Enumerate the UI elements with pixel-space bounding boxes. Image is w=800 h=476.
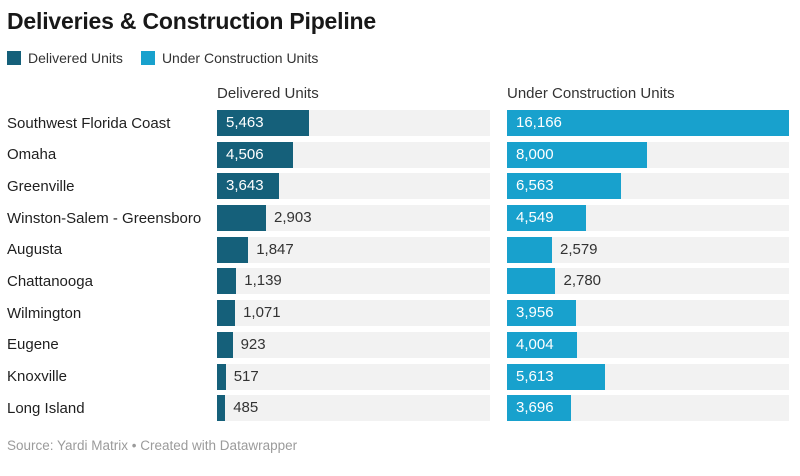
chart-row: Southwest Florida Coast 5,463 16,166 [7, 110, 789, 136]
delivered-bar [217, 268, 237, 295]
legend-swatch-delivered [7, 51, 21, 65]
delivered-bar-value-label: 3,643 [226, 177, 264, 195]
under-construction-bar-track: 2,579 [507, 236, 789, 263]
under-construction-bar [507, 205, 587, 232]
legend-item-delivered: Delivered Units [7, 50, 123, 66]
under-construction-bar-value-label: 3,696 [516, 399, 554, 417]
under-construction-bar-track: 5,613 [507, 363, 789, 390]
delivered-bar-value-label: 2,903 [274, 209, 312, 227]
chart-rows: Southwest Florida Coast 5,463 16,166 Omaha 4… [7, 110, 789, 422]
row-label: Omaha [7, 146, 57, 164]
delivered-bar [217, 300, 236, 327]
under-construction-bar-value-label: 4,004 [516, 335, 554, 353]
row-label: Long Island [7, 399, 85, 417]
under-construction-bar-value-label: 4,549 [516, 209, 554, 227]
under-construction-bar [507, 331, 577, 358]
legend-label-under-construction: Under Construction Units [161, 50, 319, 66]
chart-row: Winston-Salem - Greensboro 2,903 4,549 [7, 205, 789, 232]
under-construction-bar-value-label: 2,579 [559, 240, 598, 258]
delivered-bar [217, 141, 294, 168]
delivered-bar-value-label: 923 [240, 335, 266, 353]
chart-row: Wilmington 1,071 3,956 [7, 300, 789, 327]
chart-row: Eugene 923 4,004 [7, 331, 789, 358]
legend-swatch-under-construction [140, 51, 155, 65]
delivered-bar-track: 3,643 [217, 173, 490, 200]
chart-row: Omaha 4,506 8,000 [7, 141, 789, 168]
under-construction-bar-track: 6,563 [507, 173, 789, 200]
delivered-bar-track: 485 [217, 395, 490, 422]
delivered-bar-value-label: 1,847 [256, 240, 294, 258]
chart-row: Long Island 485 3,696 [7, 395, 789, 422]
delivered-bar [217, 331, 233, 358]
delivered-bar-value-label: 485 [233, 399, 259, 417]
under-construction-bar-value-label: 8,000 [516, 145, 554, 163]
under-construction-bar-value-label: 5,613 [516, 367, 554, 385]
column-headers: Delivered Units Under Construction Units [7, 84, 789, 103]
source-line: Source: Yardi Matrix • Created with Data… [7, 438, 298, 454]
delivered-bar-track: 4,506 [217, 141, 490, 168]
under-construction-bar [507, 110, 789, 136]
row-label: Winston-Salem - Greensboro [7, 209, 202, 227]
under-construction-bar-value-label: 3,956 [516, 304, 554, 322]
under-construction-bar-track: 16,166 [507, 110, 789, 136]
delivered-bar-value-label: 517 [233, 367, 259, 385]
under-construction-bar [507, 395, 572, 422]
delivered-bar [217, 236, 249, 263]
under-construction-bar [507, 173, 622, 200]
row-label: Wilmington [7, 304, 82, 322]
row-label: Knoxville [7, 368, 68, 385]
delivered-bar-value-label: 5,463 [226, 114, 264, 131]
under-construction-bar-track: 4,004 [507, 331, 789, 358]
column-header-delivered: Delivered Units [217, 85, 319, 102]
row-label: Eugene [7, 336, 59, 354]
chart-title: Deliveries & Construction Pipeline [7, 8, 376, 34]
under-construction-bar [507, 363, 605, 390]
row-label: Augusta [7, 241, 63, 259]
under-construction-bar-value-label: 16,166 [516, 114, 562, 131]
delivered-bar-track: 2,903 [217, 205, 490, 232]
under-construction-bar-track: 2,780 [507, 268, 789, 295]
under-construction-bar-track: 3,696 [507, 395, 789, 422]
delivered-bar [217, 110, 310, 136]
delivered-bar-track: 1,139 [217, 268, 490, 295]
delivered-bar-track: 923 [217, 331, 490, 358]
under-construction-bar-track: 4,549 [507, 205, 789, 232]
under-construction-bar-value-label: 6,563 [516, 177, 554, 195]
chart-row: Chattanooga 1,139 2,780 [7, 268, 789, 295]
legend-item-under-construction: Under Construction Units [140, 50, 319, 66]
chart-row: Augusta 1,847 2,579 [7, 236, 789, 263]
chart-row: Greenville 3,643 6,563 [7, 173, 789, 200]
under-construction-bar [507, 268, 556, 295]
delivered-bar-value-label: 1,071 [243, 304, 281, 322]
delivered-bar-track: 5,463 [217, 110, 490, 136]
chart-row: Knoxville 517 5,613 [7, 363, 789, 390]
delivered-bar [217, 363, 226, 390]
legend-label-delivered: Delivered Units [28, 50, 123, 66]
row-label: Greenville [7, 177, 75, 195]
delivered-bar-value-label: 4,506 [226, 145, 264, 163]
under-construction-bar-track: 3,956 [507, 300, 789, 327]
under-construction-bar-track: 8,000 [507, 141, 789, 168]
under-construction-bar [507, 141, 647, 168]
delivered-bar-track: 1,847 [217, 236, 490, 263]
delivered-bar [217, 205, 267, 232]
under-construction-bar [507, 300, 576, 327]
legend: Delivered Units Under Construction Units [7, 49, 789, 67]
delivered-bar-track: 517 [217, 363, 490, 390]
column-header-under-construction: Under Construction Units [507, 85, 675, 102]
under-construction-bar-value-label: 2,780 [563, 272, 602, 290]
under-construction-bar [507, 236, 552, 263]
delivered-bar [217, 395, 226, 422]
delivered-bar-track: 1,071 [217, 300, 490, 327]
row-label: Southwest Florida Coast [7, 114, 171, 132]
delivered-bar-value-label: 1,139 [244, 272, 282, 290]
delivered-bar [217, 173, 279, 200]
row-label: Chattanooga [7, 272, 93, 290]
